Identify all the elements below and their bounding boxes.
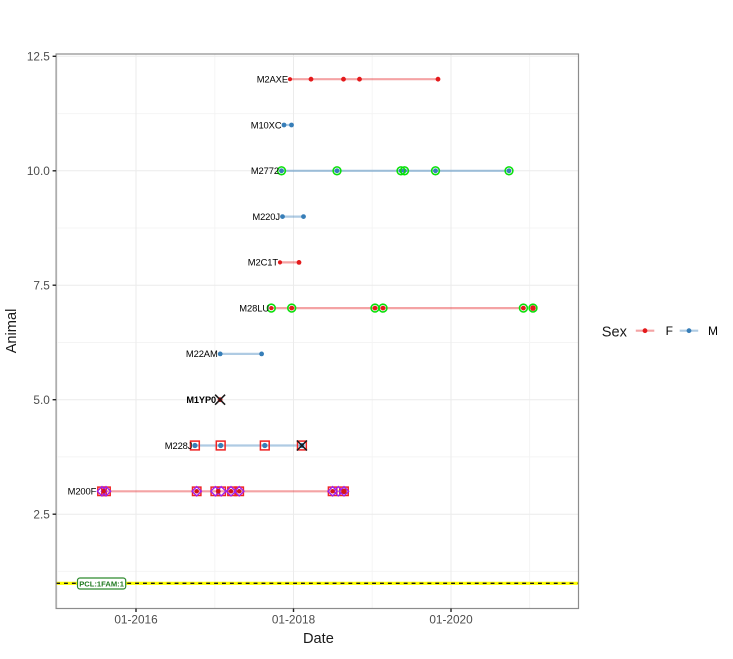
svg-text:01-2018: 01-2018 [272,612,316,626]
svg-text:M2772: M2772 [251,165,279,176]
svg-text:M22AM: M22AM [186,348,218,359]
svg-text:F: F [666,324,673,338]
svg-text:M228J: M228J [165,440,193,451]
svg-text:M220J: M220J [252,211,280,222]
svg-text:Animal: Animal [4,309,20,354]
svg-text:M2C1T: M2C1T [248,257,279,268]
svg-text:PCL:1FAM:1: PCL:1FAM:1 [79,579,124,588]
svg-text:M200F: M200F [68,486,97,497]
svg-text:M1YP0: M1YP0 [186,395,216,405]
svg-text:7.5: 7.5 [33,279,50,293]
svg-text:2.5: 2.5 [33,508,50,522]
svg-text:5.0: 5.0 [33,393,50,407]
svg-text:Sex: Sex [602,325,628,341]
svg-text:10.0: 10.0 [27,164,50,178]
svg-text:M2AXE: M2AXE [257,74,288,85]
svg-text:Date: Date [303,631,334,647]
svg-text:M28LU: M28LU [239,302,269,313]
svg-text:01-2016: 01-2016 [114,612,158,626]
svg-text:12.5: 12.5 [27,50,50,64]
svg-text:M10XC: M10XC [251,119,282,130]
svg-text:01-2020: 01-2020 [429,612,473,626]
svg-text:M: M [708,324,718,338]
